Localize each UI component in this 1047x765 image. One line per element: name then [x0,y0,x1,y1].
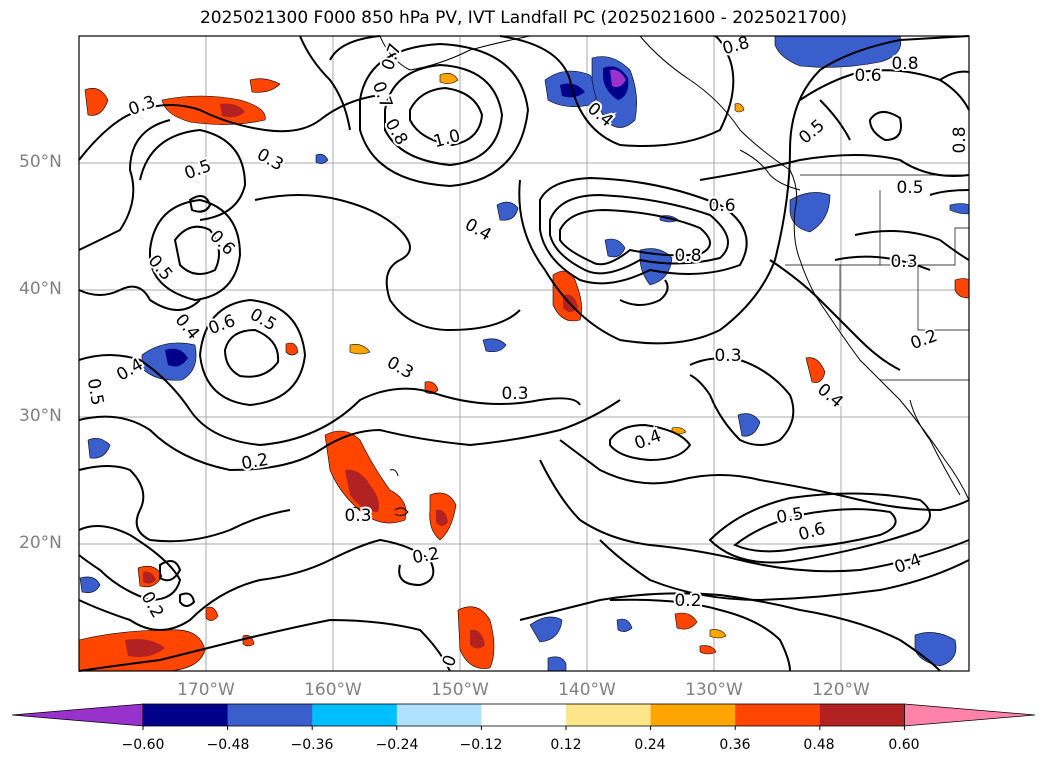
colorbar-bin [312,704,398,726]
contour-label: 0.6 [708,196,735,216]
lat-label-30n: 30°N [19,406,62,426]
colorbar-tick: 0.24 [634,737,666,753]
lon-label-130w: 130°W [685,680,743,700]
lon-label-160w: 160°W [304,680,362,700]
contour-label: 0.8 [950,126,970,153]
colorbar-bin [143,704,229,726]
colorbar-tick: 0.48 [803,737,835,753]
map-frame [78,35,970,672]
colorbar-tick: −0.12 [459,737,503,753]
contour-label: 0.3 [501,384,528,404]
contour-label: 0.6 [854,66,881,86]
colorbar-tick: 0.36 [719,737,751,753]
colorbar-bin [481,704,567,726]
pv-contours [78,35,970,672]
map-title: 2025021300 F000 850 hPa PV, IVT Landfall… [199,8,847,28]
lat-label-40n: 40°N [19,279,62,299]
lon-label-170w: 170°W [177,680,235,700]
pc-shading [78,35,970,672]
contour-label: 0.8 [891,54,918,74]
lat-label-50n: 50°N [19,152,62,172]
colorbar-tick: 0.12 [550,737,582,753]
colorbar-bin [227,704,313,726]
negative-anomaly-regions [79,35,970,672]
graticule [79,36,969,671]
positive-anomaly-regions [78,73,970,672]
contour-label: 0.3 [344,506,371,526]
colorbar-tick: −0.24 [375,737,419,753]
colorbar-extend-low [11,703,144,727]
colorbar-tick: −0.60 [121,737,165,753]
colorbar-extend-high [904,703,1036,727]
lon-label-140w: 140°W [558,680,616,700]
contour-label: 0.8 [674,246,701,266]
colorbar-bin [396,704,482,726]
colorbar [11,703,1036,730]
colorbar-bin [650,704,736,726]
contour-label: 0.3 [714,346,741,366]
lon-label-150w: 150°W [431,680,489,700]
colorbar-tick: −0.36 [290,737,334,753]
coastlines [349,35,970,517]
colorbar-bin [735,704,821,726]
lon-label-120w: 120°W [812,680,870,700]
colorbar-outline [142,703,905,727]
colorbar-tick: 0.60 [888,737,920,753]
colorbar-bin [566,704,652,726]
colorbar-bin [819,704,905,726]
contour-label: 0.5 [896,178,923,198]
contour-label: 0.3 [890,252,917,272]
contour-label: 0.2 [674,591,701,611]
lat-label-20n: 20°N [19,533,62,553]
colorbar-tick: −0.48 [206,737,250,753]
